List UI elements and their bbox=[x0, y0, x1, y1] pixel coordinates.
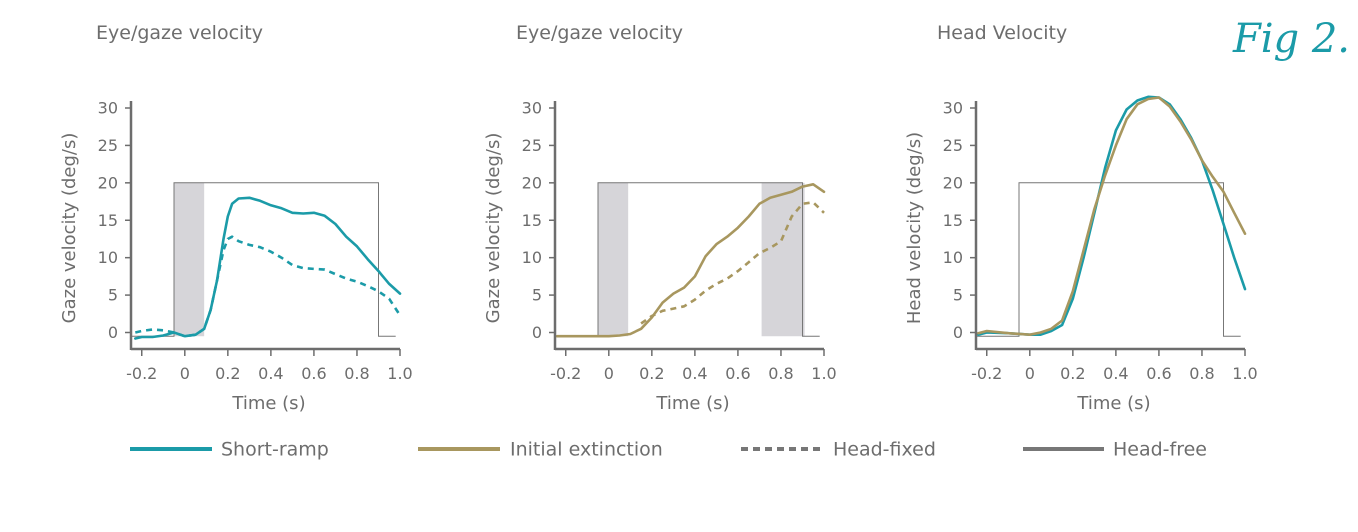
y-tick-label: 30 bbox=[522, 99, 542, 118]
x-tick-label: 0.6 bbox=[1146, 364, 1171, 383]
y-tick-label: 30 bbox=[943, 99, 963, 118]
y-tick-label: 30 bbox=[98, 99, 118, 118]
x-tick-label: -0.2 bbox=[550, 364, 581, 383]
series-line-head-fixed bbox=[640, 201, 825, 325]
y-tick-label: 10 bbox=[98, 248, 118, 267]
y-tick-label: 10 bbox=[522, 248, 542, 267]
legend-label-short-ramp: Short-ramp bbox=[221, 439, 329, 461]
y-axis-label: Head velocity (deg/s) bbox=[904, 132, 925, 324]
x-tick-label: 1.0 bbox=[1232, 364, 1257, 383]
chart-panel-1: 0 5 10 15 20 25 30 -0.2 0 0.2 0.4 0.6 0.8 1.0 Time (s)… bbox=[59, 99, 413, 415]
x-tick-label: 0.6 bbox=[725, 364, 750, 383]
x-tick-label: 0.2 bbox=[1060, 364, 1085, 383]
x-tick-label: 0.8 bbox=[768, 364, 793, 383]
series-line-head-fixed bbox=[135, 235, 402, 338]
panel-1-title: Eye/gaze velocity bbox=[96, 22, 264, 44]
legend-label-head-fixed: Head-fixed bbox=[833, 439, 936, 461]
x-axis-label: Time (s) bbox=[231, 393, 305, 414]
y-tick-label: 0 bbox=[108, 323, 118, 342]
y-axis-label: Gaze velocity (deg/s) bbox=[483, 133, 504, 324]
y-tick-label: 15 bbox=[522, 211, 542, 230]
y-tick-label: 10 bbox=[943, 248, 963, 267]
target-velocity-profile bbox=[976, 182, 1241, 337]
chart-panel-3: 0 5 10 15 20 25 30 -0.2 0 0.2 0.4 0.6 0.8 1.0 Time (s)… bbox=[904, 95, 1258, 414]
y-tick-label: 20 bbox=[98, 173, 118, 192]
x-axis-label: Time (s) bbox=[1076, 393, 1150, 414]
y-tick-label: 5 bbox=[108, 286, 118, 305]
y-tick-label: 25 bbox=[98, 136, 118, 155]
y-axis-label: Gaze velocity (deg/s) bbox=[59, 133, 80, 324]
panel-3-title: Head Velocity bbox=[937, 22, 1068, 44]
x-tick-label: 0 bbox=[1025, 364, 1035, 383]
series-line-initial-extinction bbox=[555, 183, 826, 338]
x-axis-label: Time (s) bbox=[655, 393, 729, 414]
x-tick-label: 0 bbox=[604, 364, 614, 383]
legend-label-initial-extinction: Initial extinction bbox=[510, 439, 663, 461]
series-line-short-ramp bbox=[976, 95, 1247, 336]
series-line-initial-extinction bbox=[976, 96, 1247, 336]
x-tick-label: 0.6 bbox=[301, 364, 326, 383]
x-tick-label: 0.8 bbox=[344, 364, 369, 383]
y-tick-label: 0 bbox=[532, 323, 542, 342]
y-tick-label: 25 bbox=[522, 136, 542, 155]
x-tick-label: -0.2 bbox=[971, 364, 1002, 383]
x-tick-label: 0.4 bbox=[682, 364, 707, 383]
legend-label-head-free: Head-free bbox=[1113, 439, 1207, 461]
y-tick-label: 20 bbox=[943, 173, 963, 192]
y-tick-label: 25 bbox=[943, 136, 963, 155]
shaded-region-1 bbox=[174, 182, 205, 337]
y-tick-label: 5 bbox=[953, 286, 963, 305]
x-tick-label: 0.2 bbox=[215, 364, 240, 383]
x-tick-label: 0.4 bbox=[258, 364, 283, 383]
target-velocity-profile bbox=[131, 182, 396, 337]
x-tick-label: 1.0 bbox=[387, 364, 412, 383]
chart-panel-2: 0 5 10 15 20 25 30 -0.2 0 0.2 0.4 0.6 0.8 1.0 Time (s)… bbox=[483, 99, 837, 415]
y-tick-label: 15 bbox=[98, 211, 118, 230]
chart-panels: 0 5 10 15 20 25 30 -0.2 0 0.2 0.4 0.6 0.8 1.0 Time (s)… bbox=[59, 95, 1258, 415]
x-tick-label: 0 bbox=[180, 364, 190, 383]
x-tick-label: 1.0 bbox=[811, 364, 836, 383]
legend: Short-ramp Initial extinction Head-fixed He… bbox=[130, 439, 1207, 461]
figure-label: Fig 2. bbox=[1232, 16, 1350, 62]
y-tick-label: 0 bbox=[953, 323, 963, 342]
x-tick-label: -0.2 bbox=[126, 364, 157, 383]
shaded-region-1 bbox=[598, 182, 629, 337]
y-tick-label: 15 bbox=[943, 211, 963, 230]
shaded-region-2 bbox=[761, 182, 805, 337]
y-tick-label: 5 bbox=[532, 286, 542, 305]
x-tick-label: 0.2 bbox=[639, 364, 664, 383]
panel-2-title: Eye/gaze velocity bbox=[516, 22, 684, 44]
x-tick-label: 0.4 bbox=[1103, 364, 1128, 383]
x-tick-label: 0.8 bbox=[1189, 364, 1214, 383]
y-tick-label: 20 bbox=[522, 173, 542, 192]
